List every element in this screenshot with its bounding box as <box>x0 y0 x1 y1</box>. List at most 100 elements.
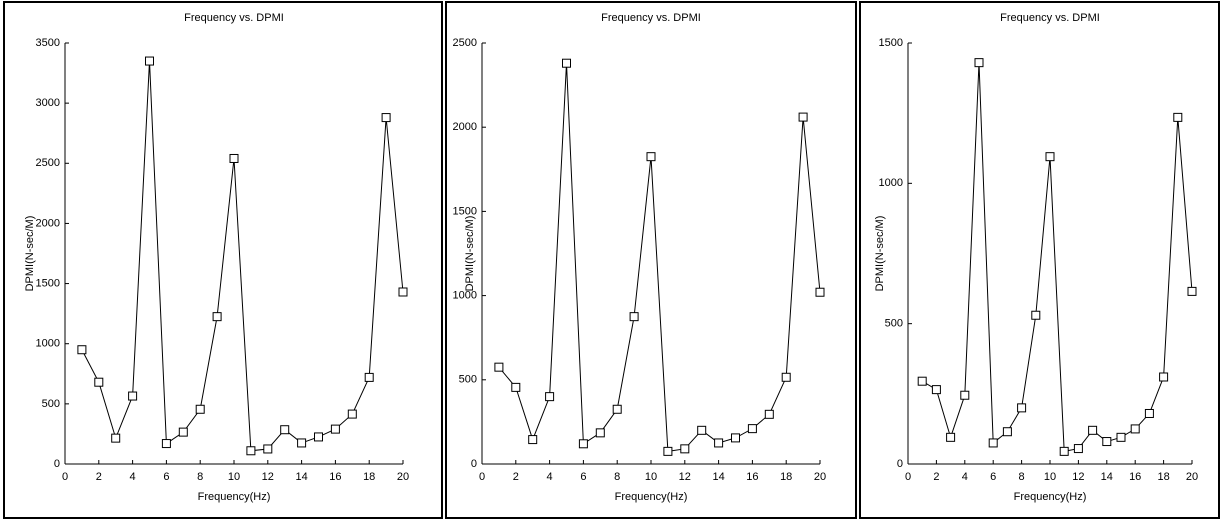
x-tick-label: 10 <box>228 471 240 483</box>
data-marker <box>731 433 740 443</box>
y-tick-label: 3500 <box>36 37 60 49</box>
data-marker <box>595 428 605 438</box>
x-tick-label: 18 <box>1157 471 1169 483</box>
x-tick-label: 14 <box>712 471 724 483</box>
data-marker <box>1002 427 1012 437</box>
y-tick-label: 0 <box>897 458 903 470</box>
x-tick-label: 18 <box>780 471 792 483</box>
y-tick-label: 1000 <box>453 290 477 302</box>
x-tick-label: 8 <box>197 471 203 483</box>
x-tick-label: 18 <box>363 471 375 483</box>
data-marker <box>781 372 791 382</box>
x-tick-label: 14 <box>1101 471 1113 483</box>
data-marker <box>1102 437 1112 447</box>
y-tick-label: 1000 <box>879 177 903 189</box>
panel-frame <box>859 1 1220 519</box>
data-marker <box>347 409 357 419</box>
data-marker <box>1144 408 1154 418</box>
y-tick-label: 500 <box>459 374 477 386</box>
data-marker <box>330 424 340 434</box>
data-marker <box>1059 446 1069 456</box>
chart-title: Frequency vs. DPMI <box>184 12 284 24</box>
data-marker <box>946 432 956 442</box>
data-marker <box>562 58 571 68</box>
data-marker <box>798 112 808 122</box>
data-marker <box>578 439 588 449</box>
x-tick-label: 12 <box>1072 471 1084 483</box>
data-marker <box>94 377 104 387</box>
x-axis-label: Frequency(Hz) <box>1014 491 1087 503</box>
y-tick-label: 1500 <box>36 277 60 289</box>
data-marker <box>398 287 408 297</box>
y-tick-label: 500 <box>42 398 60 410</box>
x-tick-label: 12 <box>679 471 691 483</box>
data-marker <box>229 153 239 163</box>
x-tick-label: 12 <box>262 471 274 483</box>
chart-title: Frequency vs. DPMI <box>601 12 701 24</box>
y-tick-label: 1500 <box>879 37 903 49</box>
data-marker <box>1088 425 1098 435</box>
data-marker <box>128 391 138 401</box>
data-marker <box>974 58 984 68</box>
x-tick-label: 0 <box>905 471 911 483</box>
y-tick-label: 2500 <box>36 157 60 169</box>
data-marker <box>381 113 391 123</box>
data-marker <box>1159 372 1169 382</box>
x-tick-label: 6 <box>163 471 169 483</box>
x-tick-label: 20 <box>1186 471 1198 483</box>
data-marker <box>960 390 970 400</box>
data-marker <box>747 424 757 434</box>
data-marker <box>161 439 171 449</box>
data-marker <box>246 446 256 456</box>
y-tick-label: 500 <box>885 318 903 330</box>
data-marker <box>815 287 825 297</box>
x-tick-label: 4 <box>547 471 553 483</box>
data-marker <box>629 312 639 322</box>
data-marker <box>195 404 205 414</box>
data-marker <box>988 438 998 448</box>
chart-title: Frequency vs. DPMI <box>1000 12 1100 24</box>
y-tick-label: 2000 <box>453 121 477 133</box>
x-tick-label: 20 <box>814 471 826 483</box>
x-tick-label: 0 <box>62 471 68 483</box>
x-tick-label: 2 <box>96 471 102 483</box>
x-tick-label: 8 <box>1019 471 1025 483</box>
x-axis-label: Frequency(Hz) <box>615 491 688 503</box>
data-marker <box>364 372 374 382</box>
y-tick-label: 0 <box>54 458 60 470</box>
y-tick-label: 2500 <box>453 37 477 49</box>
data-marker <box>1073 444 1083 454</box>
data-marker <box>545 392 555 402</box>
data-marker <box>1045 152 1055 162</box>
data-marker <box>528 435 538 445</box>
data-marker <box>212 312 222 322</box>
data-marker <box>663 446 673 456</box>
data-marker <box>697 425 707 435</box>
x-tick-label: 16 <box>329 471 341 483</box>
y-tick-label: 2000 <box>36 217 60 229</box>
data-marker <box>931 385 941 395</box>
y-tick-label: 3000 <box>36 97 60 109</box>
x-tick-label: 8 <box>614 471 620 483</box>
x-tick-label: 16 <box>1129 471 1141 483</box>
x-tick-label: 10 <box>645 471 657 483</box>
x-tick-label: 2 <box>933 471 939 483</box>
data-marker <box>1187 286 1197 296</box>
x-tick-label: 20 <box>397 471 409 483</box>
data-marker <box>1130 424 1140 434</box>
x-tick-label: 6 <box>990 471 996 483</box>
y-axis-label: DPMI(N-sec/M) <box>874 216 886 292</box>
data-marker <box>764 409 774 419</box>
x-tick-label: 4 <box>962 471 968 483</box>
data-marker <box>1031 310 1041 320</box>
data-marker <box>917 376 927 386</box>
data-marker <box>1017 403 1027 413</box>
y-tick-label: 0 <box>471 458 477 470</box>
data-marker <box>680 444 690 454</box>
x-axis-label: Frequency(Hz) <box>198 491 271 503</box>
x-tick-label: 10 <box>1044 471 1056 483</box>
x-tick-label: 2 <box>513 471 519 483</box>
data-marker <box>714 438 724 448</box>
